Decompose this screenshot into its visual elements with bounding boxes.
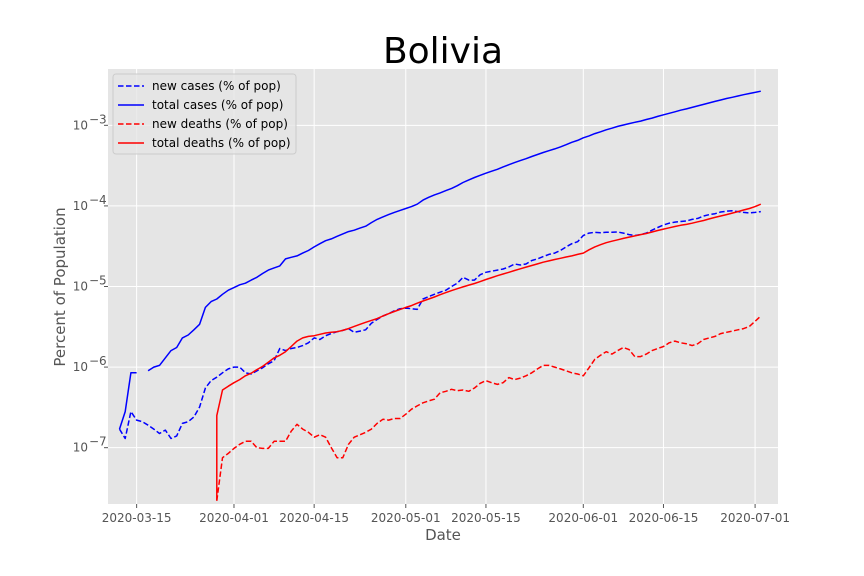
legend-entry-label: total deaths (% of pop): [152, 136, 291, 150]
y-tick-label: 10: [73, 280, 88, 294]
x-axis-label: Date: [425, 526, 461, 544]
y-tick-label: 10: [73, 118, 88, 132]
series-line: [118, 210, 761, 440]
x-tick-label: 2020-07-01: [720, 511, 790, 525]
x-tick-label: 2020-05-01: [371, 511, 441, 525]
y-tick-label: 10: [73, 360, 88, 374]
x-tick-label: 2020-03-15: [102, 511, 172, 525]
y-axis-label: Percent of Population: [51, 207, 69, 366]
grid-lines: [108, 69, 778, 504]
y-tick-exponent: −7: [89, 435, 107, 449]
x-tick-label: 2020-06-01: [548, 511, 618, 525]
legend-entry-label: new deaths (% of pop): [152, 117, 288, 131]
series-line: [216, 203, 762, 501]
series-lines: [118, 90, 762, 501]
legend-entry-label: total cases (% of pop): [152, 98, 283, 112]
y-tick-exponent: −3: [89, 112, 107, 126]
x-tick-label: 2020-06-15: [629, 511, 699, 525]
y-tick-label: 10: [73, 199, 88, 213]
chart-title: Bolivia: [383, 31, 503, 72]
x-tick-label: 2020-04-01: [199, 511, 269, 525]
series-line: [118, 372, 137, 430]
y-tick-exponent: −5: [89, 274, 107, 288]
series-line: [147, 90, 761, 372]
x-axis-ticks: 2020-03-15 2020-04-01 2020-04-15 2020-05-01…: [102, 504, 790, 525]
x-tick-label: 2020-04-15: [279, 511, 349, 525]
series-line: [216, 315, 762, 501]
legend-box: [112, 73, 297, 155]
legend: new cases (% of pop) total cases (% of po…: [112, 73, 297, 155]
legend-entry-label: new cases (% of pop): [152, 79, 281, 93]
y-tick-label: 10: [73, 441, 88, 455]
y-tick-exponent: −4: [89, 193, 107, 207]
x-tick-label: 2020-05-15: [451, 511, 521, 525]
y-tick-exponent: −6: [89, 354, 107, 368]
y-axis-ticks: 10−710−610−510−410−3: [73, 112, 108, 455]
